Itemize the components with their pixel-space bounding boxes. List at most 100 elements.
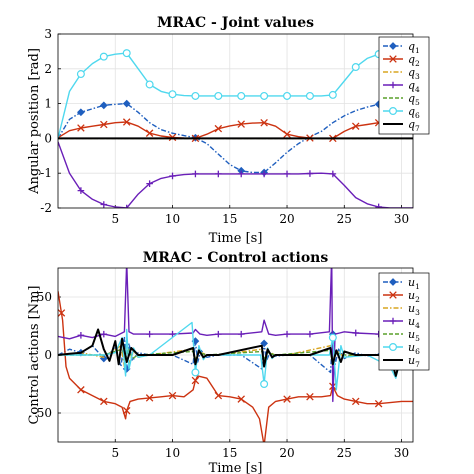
data-point bbox=[122, 99, 131, 108]
x-tick-label: 30 bbox=[394, 446, 409, 460]
legend-item: u4 bbox=[383, 315, 420, 330]
legend-label: q3 bbox=[408, 66, 420, 81]
series-line bbox=[58, 101, 413, 174]
data-point bbox=[100, 397, 108, 406]
legend-marker bbox=[389, 278, 397, 286]
data-point bbox=[77, 187, 85, 194]
data-point bbox=[168, 90, 177, 99]
data-point bbox=[123, 204, 131, 208]
series-q6 bbox=[58, 49, 413, 139]
x-tick-label: 20 bbox=[279, 446, 294, 460]
data-point bbox=[351, 63, 360, 72]
series-line bbox=[58, 141, 413, 208]
chart-title: MRAC - Control actions bbox=[143, 250, 329, 266]
data-point bbox=[191, 368, 200, 377]
legend-label: q5 bbox=[408, 92, 420, 107]
data-point bbox=[76, 70, 85, 79]
data-point bbox=[169, 172, 176, 180]
data-point bbox=[191, 376, 200, 385]
data-point bbox=[329, 170, 337, 178]
legend-label: q1 bbox=[408, 40, 420, 55]
data-point bbox=[191, 91, 200, 100]
data-point bbox=[237, 395, 245, 403]
data-point bbox=[237, 120, 245, 128]
legend-label: u7 bbox=[408, 354, 420, 369]
legend-item: u6 bbox=[383, 341, 420, 356]
data-point bbox=[328, 333, 337, 342]
data-point bbox=[306, 170, 314, 177]
x-tick-label: 15 bbox=[222, 212, 237, 226]
y-axis-label: Angular position [rad] bbox=[27, 48, 42, 195]
data-point bbox=[100, 120, 108, 129]
y-tick-label: 0 bbox=[44, 131, 52, 145]
data-point bbox=[214, 124, 223, 133]
y-tick-label: -1 bbox=[40, 166, 52, 180]
x-tick-label: 20 bbox=[279, 212, 294, 226]
legend-item: q5 bbox=[383, 92, 420, 107]
data-point bbox=[100, 201, 108, 208]
data-point bbox=[305, 91, 314, 100]
data-point bbox=[306, 330, 314, 338]
legend-marker bbox=[389, 81, 397, 89]
data-point bbox=[352, 329, 360, 337]
legend-label: u6 bbox=[408, 341, 420, 356]
data-point bbox=[260, 380, 269, 389]
data-point bbox=[260, 118, 268, 127]
data-point bbox=[77, 386, 85, 394]
data-point bbox=[215, 170, 222, 178]
series-q4 bbox=[58, 141, 413, 208]
legend-item: q6 bbox=[383, 105, 420, 120]
legend-label: q4 bbox=[408, 79, 420, 94]
data-point bbox=[283, 130, 291, 138]
x-tick-label: 10 bbox=[165, 212, 180, 226]
chart-title: MRAC - Joint values bbox=[157, 15, 314, 31]
data-point bbox=[215, 330, 222, 338]
data-point bbox=[58, 309, 66, 317]
data-point bbox=[351, 122, 360, 130]
x-tick-label: 30 bbox=[394, 212, 409, 226]
y-axis-label: Control actions [Nm] bbox=[27, 286, 42, 425]
data-point bbox=[374, 399, 383, 408]
x-tick-label: 5 bbox=[111, 212, 119, 226]
data-point bbox=[260, 91, 269, 100]
data-point bbox=[283, 330, 291, 338]
data-point bbox=[100, 330, 108, 338]
data-point bbox=[122, 406, 131, 415]
legend-item: u5 bbox=[383, 328, 420, 343]
series-line bbox=[58, 120, 413, 140]
legend-marker bbox=[389, 291, 397, 299]
data-point bbox=[99, 101, 108, 110]
data-point bbox=[260, 170, 268, 178]
legend-item: u7 bbox=[383, 354, 420, 369]
series-u2 bbox=[58, 291, 413, 442]
x-tick-label: 15 bbox=[222, 446, 237, 460]
data-point bbox=[283, 170, 291, 178]
data-point bbox=[146, 180, 153, 187]
chart-control-actions: MRAC - Control actions 5 10 15 20 25 30 -50 0 50… bbox=[27, 250, 430, 474]
data-point bbox=[237, 330, 245, 338]
x-axis-label: Time [s] bbox=[209, 231, 263, 246]
legend-label: u2 bbox=[408, 289, 420, 304]
legend-label: u3 bbox=[408, 302, 420, 317]
data-point bbox=[77, 331, 85, 339]
data-point bbox=[77, 124, 85, 132]
data-point bbox=[168, 391, 177, 400]
legend-item: u3 bbox=[383, 302, 420, 317]
x-tick-label: 25 bbox=[337, 212, 352, 226]
series-u7 bbox=[58, 328, 413, 377]
legend-item: q2 bbox=[383, 53, 420, 68]
data-point bbox=[328, 90, 337, 99]
legend-item: q1 bbox=[383, 40, 420, 55]
legend-marker bbox=[389, 55, 397, 63]
legend-item: u1 bbox=[383, 276, 420, 291]
x-axis-label: Time [s] bbox=[209, 461, 263, 474]
data-point bbox=[375, 203, 382, 208]
data-point bbox=[237, 91, 246, 100]
data-point bbox=[261, 441, 268, 442]
y-tick-label: 1 bbox=[44, 97, 52, 111]
data-point bbox=[283, 395, 291, 403]
legend-label: q2 bbox=[408, 53, 420, 68]
